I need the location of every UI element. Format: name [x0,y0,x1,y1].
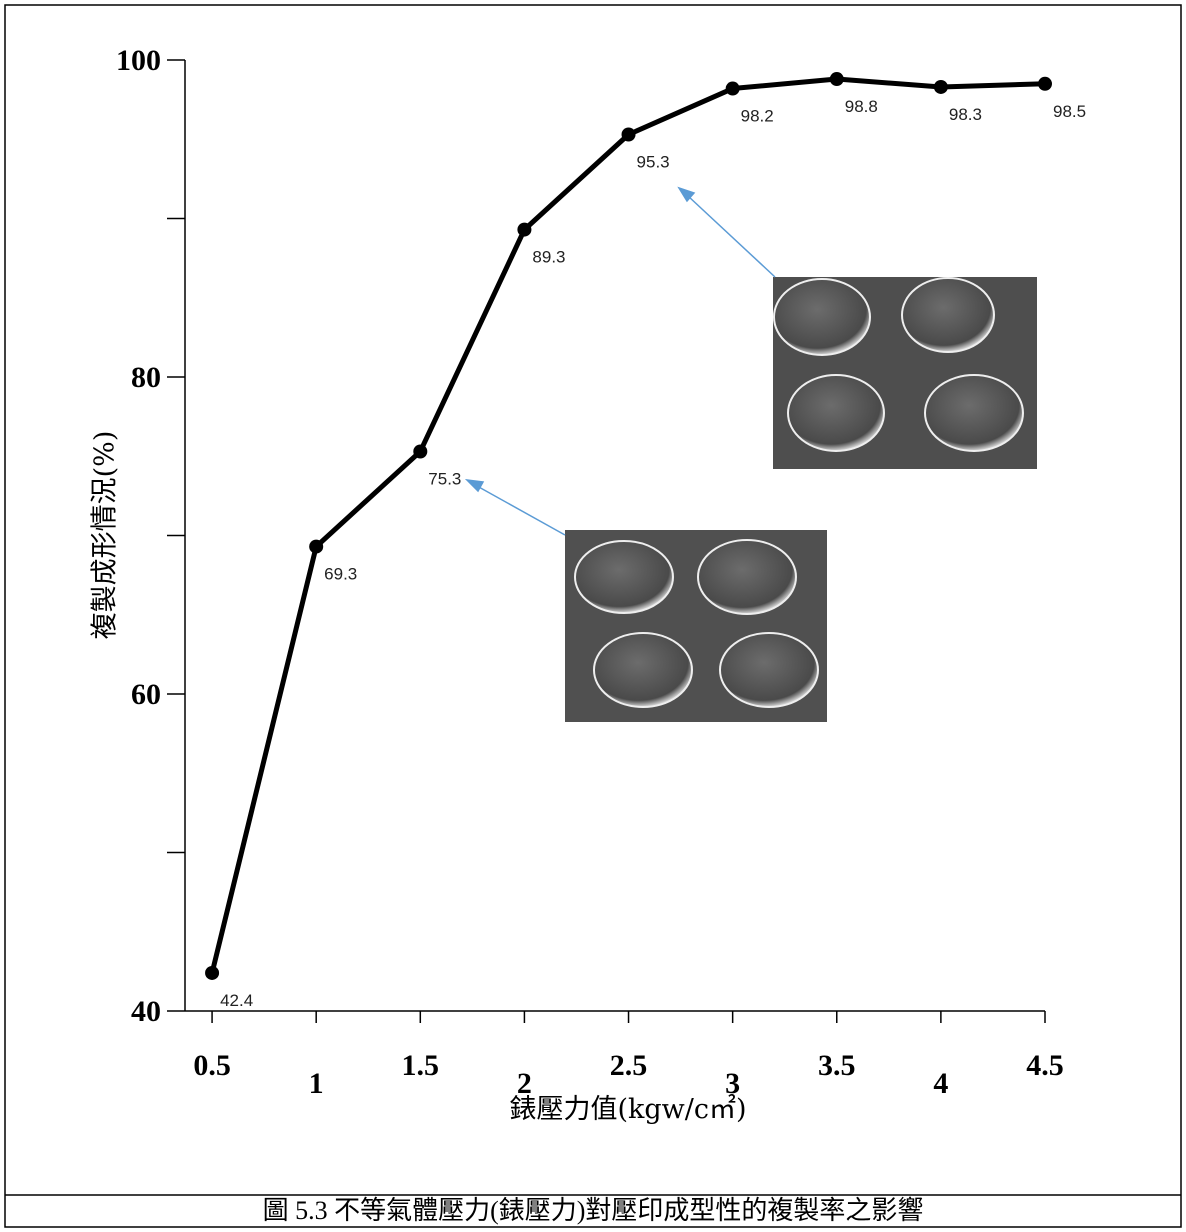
arrows [467,188,775,535]
data-label: 89.3 [532,248,565,267]
data-label: 75.3 [428,469,461,488]
data-label: 98.2 [741,107,774,126]
data-point [309,540,323,554]
data-label: 42.4 [220,991,253,1010]
data-point [622,127,636,141]
data-line [212,79,1045,973]
data-point [517,223,531,237]
sem-image-lower [565,530,827,722]
caption: 圖 5.3 不等氣體壓力(錶壓力)對壓印成型性的複製率之影響 [263,1196,924,1225]
y-axis-label: 複製成形情況(%) [90,431,121,640]
data-point [413,444,427,458]
x-tick-label: 1.5 [402,1049,440,1082]
x-tick-label: 2 [517,1067,532,1100]
x-axis-label: 錶壓力值(kgw/c㎡) [509,1094,746,1125]
y-tick-label: 80 [131,361,161,394]
data-label: 69.3 [324,565,357,584]
x-tick-label: 3 [725,1067,740,1100]
x-tick-label: 2.5 [610,1049,648,1082]
data-point [830,72,844,86]
x-tick-label: 1 [309,1067,324,1100]
y-tick-label: 40 [131,995,161,1028]
x-tick-label: 3.5 [818,1049,856,1082]
data-label: 95.3 [637,152,670,171]
data-label: 98.5 [1053,102,1086,121]
data-point [726,82,740,96]
data-point [205,966,219,980]
x-tick-label: 4.5 [1026,1049,1064,1082]
data-label: 98.8 [845,97,878,116]
data-point [934,80,948,94]
data-point [1038,77,1052,91]
x-tick-label: 4 [933,1067,948,1100]
data-label: 98.3 [949,105,982,124]
x-tick-label: 0.5 [193,1049,231,1082]
chart: 圖 5.3 不等氣體壓力(錶壓力)對壓印成型性的複製率之影響 錶壓力值(kgw/… [0,0,1186,1232]
sem-image-upper [773,277,1037,469]
y-tick-label: 100 [116,44,161,77]
y-tick-label: 60 [131,678,161,711]
